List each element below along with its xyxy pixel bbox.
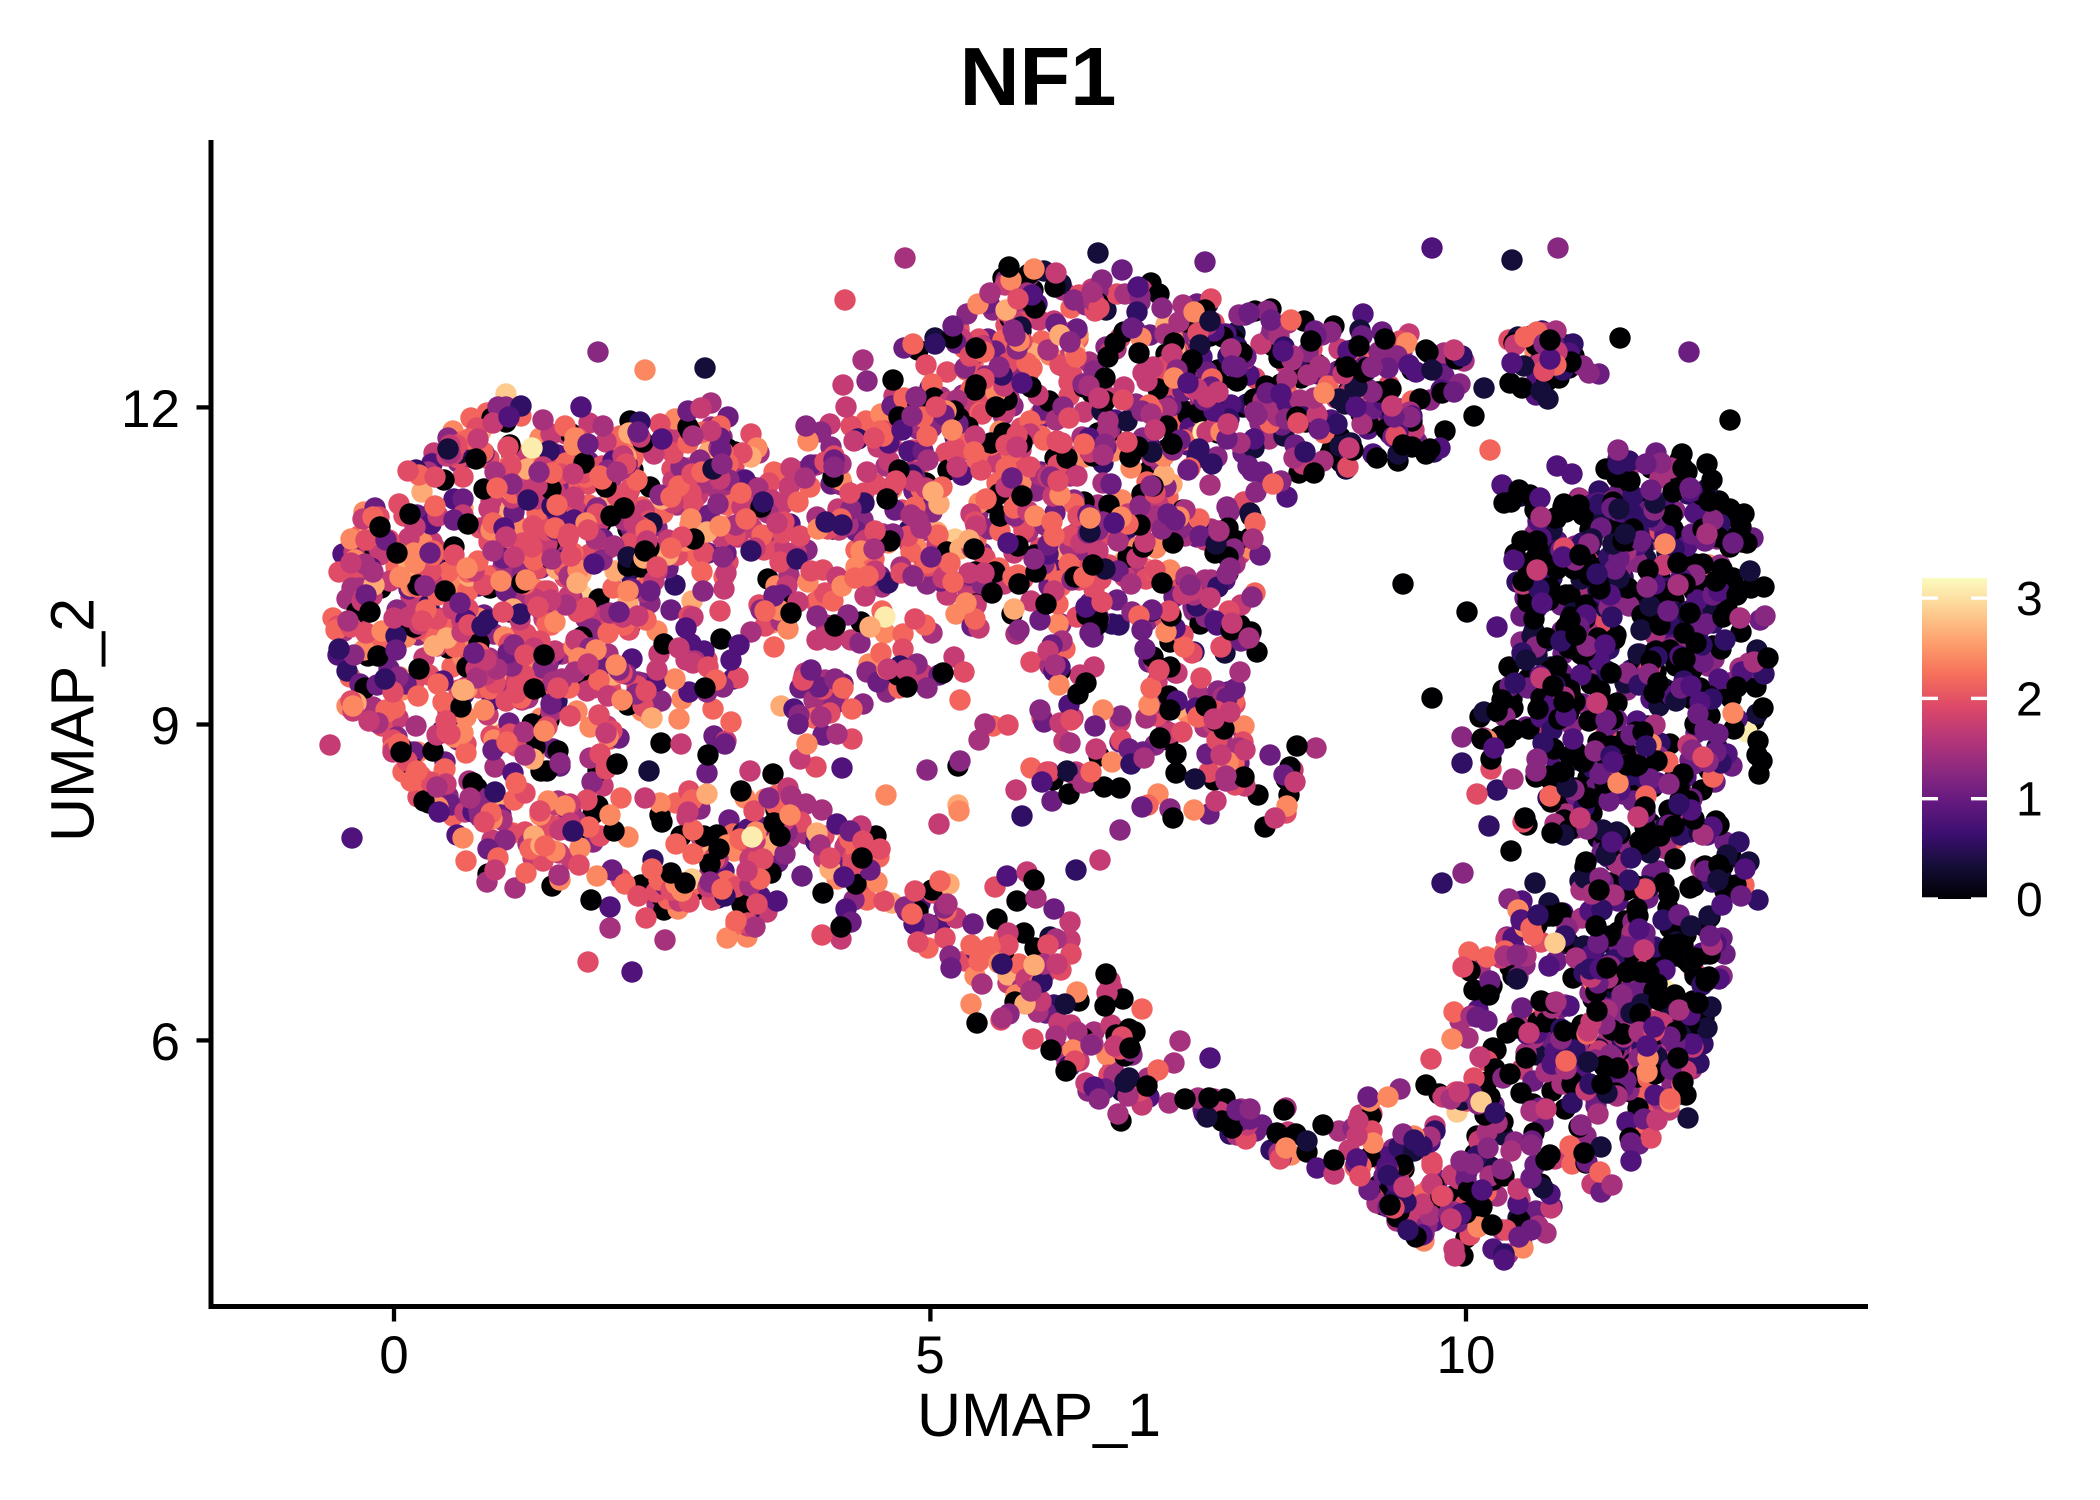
svg-text:2: 2 bbox=[2016, 673, 2043, 726]
svg-text:5: 5 bbox=[915, 1326, 944, 1385]
svg-text:12: 12 bbox=[121, 380, 180, 439]
svg-text:NF1: NF1 bbox=[960, 30, 1117, 123]
svg-text:0: 0 bbox=[2016, 874, 2043, 927]
svg-text:UMAP_1: UMAP_1 bbox=[917, 1381, 1161, 1449]
svg-text:UMAP_2: UMAP_2 bbox=[39, 598, 107, 842]
svg-text:3: 3 bbox=[2016, 573, 2043, 626]
svg-text:6: 6 bbox=[151, 1013, 180, 1072]
svg-text:9: 9 bbox=[151, 697, 180, 756]
svg-text:1: 1 bbox=[2016, 774, 2043, 827]
svg-text:10: 10 bbox=[1437, 1326, 1496, 1385]
svg-text:0: 0 bbox=[379, 1326, 408, 1385]
